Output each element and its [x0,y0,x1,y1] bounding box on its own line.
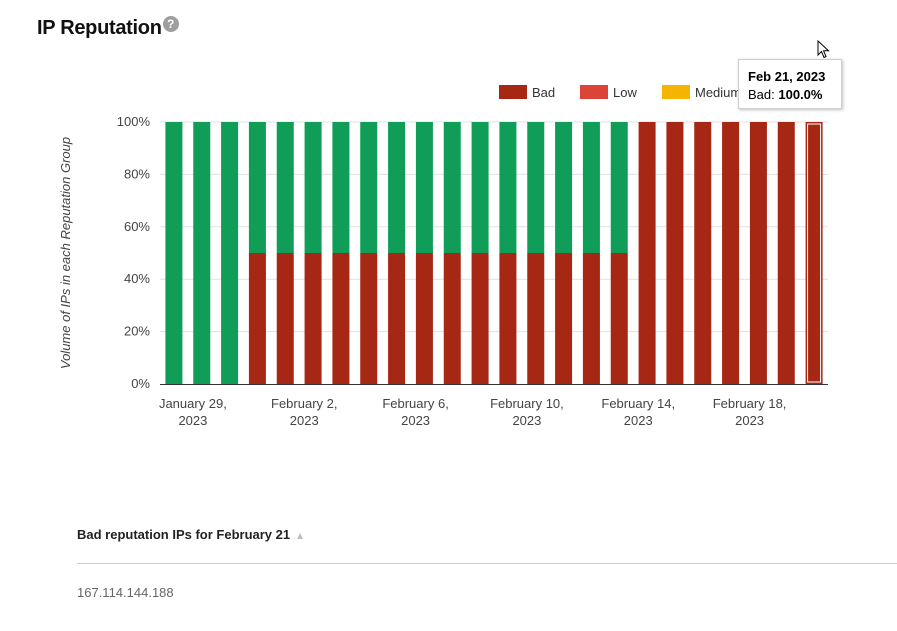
bar-segment [805,122,823,384]
legend-swatch [580,85,608,99]
chart-tooltip: Feb 21, 2023 Bad: 100.0% [738,59,842,109]
bar-highlight [807,123,822,383]
x-tick-label: 2023 [178,413,207,428]
table-header-bad-ips[interactable]: Bad reputation IPs for February 21 ▲ [77,527,305,542]
bar-segment [499,122,517,253]
bar-segment [165,122,183,384]
bar-segment [582,122,600,253]
bar-segment [332,253,350,384]
bar-segment [304,253,322,384]
bar-segment [694,122,712,384]
bar-segment [415,122,433,253]
bar-segment [415,253,433,384]
bar-segment [276,253,294,384]
x-tick-label: February 18, [713,396,787,411]
bar-segment [248,122,266,253]
bar-segment [777,122,795,384]
bar-segment [527,122,545,253]
sort-ascending-icon[interactable]: ▲ [295,531,306,542]
tooltip-value: 100.0% [778,87,823,102]
x-tick-label: January 29, [159,396,227,411]
x-tick-label: 2023 [401,413,430,428]
bar-segment [471,253,489,384]
y-tick-label: 80% [124,166,150,181]
bar-segment [332,122,350,253]
bar-segment [360,122,378,253]
bar-segment [248,253,266,384]
legend-label: Medium [695,85,741,100]
x-tick-label: February 6, [382,396,448,411]
bar-segment [666,122,684,384]
tooltip-label: Bad: [748,87,775,102]
tooltip-date: Feb 21, 2023 [748,69,826,84]
bar-segment [555,122,573,253]
bar-segment [193,122,211,384]
bar-segment [555,253,573,384]
bar-segment [471,122,489,253]
legend-label: Low [613,85,637,100]
bar-segment [360,253,378,384]
x-tick-label: February 14, [601,396,675,411]
y-tick-label: 60% [124,219,150,234]
table-row: 167.114.144.188 [77,585,174,600]
y-axis-label: Volume of IPs in each Reputation Group [58,137,73,369]
y-tick-label: 20% [124,324,150,339]
bar-segment [527,253,545,384]
bar-segment [443,122,461,253]
bar-segment [722,122,740,384]
table-divider [77,563,897,564]
bar-segment [304,122,322,253]
bar-segment [388,253,406,384]
y-tick-label: 0% [131,376,150,391]
bar-segment [443,253,461,384]
bar-segment [749,122,767,384]
y-tick-label: 100% [117,114,151,129]
table-header-label: Bad reputation IPs for February 21 [77,527,291,542]
ip-reputation-chart: 0% 20% 40% 60% 80% 100% January 29, 2023 Februar… [58,85,828,428]
bar-segment [388,122,406,253]
bar-segment [276,122,294,253]
y-tick-label: 40% [124,271,150,286]
x-tick-label: February 2, [271,396,337,411]
legend-label: Bad [532,85,555,100]
question-mark-icon[interactable]: ? [162,16,179,32]
bar-segment [221,122,239,384]
x-tick-label: 2023 [624,413,653,428]
bar-segment [610,253,628,384]
bar-segment [638,122,656,384]
page-title: IP Reputation [37,17,162,39]
mouse-cursor-icon [817,40,830,59]
x-tick-label: February 10, [490,396,564,411]
legend-swatch [499,85,527,99]
x-tick-label: 2023 [290,413,319,428]
x-tick-label: 2023 [735,413,764,428]
page-title-row: IP Reputation ? [37,14,179,42]
bar-segment [610,122,628,253]
bar-segment [582,253,600,384]
legend-swatch [662,85,690,99]
bar-segment [499,253,517,384]
x-tick-label: 2023 [512,413,541,428]
